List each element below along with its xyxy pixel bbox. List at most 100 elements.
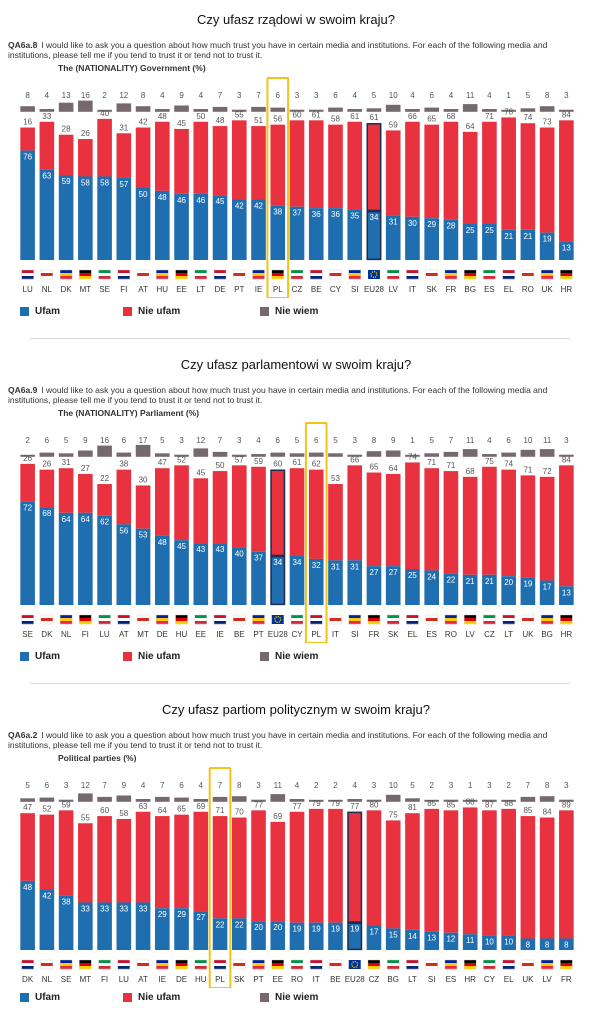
label-distrust: 60 <box>293 110 302 119</box>
label-distrust: 48 <box>216 116 225 125</box>
label-distrust: 16 <box>23 118 32 127</box>
flag-icon-bg <box>540 614 554 625</box>
flag-icon-si <box>348 269 361 280</box>
label-trust: 19 <box>293 925 302 934</box>
tick-label: EE <box>272 975 283 984</box>
flag-icon-at <box>136 959 150 970</box>
bar-dontknow <box>58 799 74 802</box>
bar-trust <box>154 535 170 605</box>
bar-dontknow <box>405 109 420 112</box>
label-trust: 58 <box>100 178 109 187</box>
bar-group-lu: 8 16 76 LU <box>20 91 35 294</box>
label-dontknow: 10 <box>523 436 532 445</box>
bar-trust <box>405 929 420 950</box>
tick-label: LV <box>543 975 553 984</box>
bar-dontknow <box>328 453 343 457</box>
tick-label: PT <box>253 630 263 639</box>
bar-trust <box>424 218 440 260</box>
legend-distrust: Nie ufam <box>138 651 181 662</box>
bar-group-hu: 4 48 48 HU <box>154 91 170 294</box>
flag-icon-lu <box>117 959 131 970</box>
label-trust: 68 <box>42 509 51 518</box>
flag-icon-si <box>348 614 361 625</box>
bar-distrust <box>97 816 112 903</box>
bar-dontknow <box>135 106 151 112</box>
flag-icon-ro <box>444 614 458 625</box>
bar-trust <box>231 199 247 260</box>
label-trust: 19 <box>312 925 321 934</box>
tick-label: ES <box>484 285 495 294</box>
label-distrust: 84 <box>562 110 571 119</box>
tick-label: EE <box>195 630 206 639</box>
flag-icon-cz <box>290 269 304 280</box>
tick-label: UK <box>522 975 534 984</box>
label-distrust: 31 <box>62 458 71 467</box>
flag-icon-se <box>21 614 34 625</box>
label-distrust: 68 <box>466 467 475 476</box>
label-trust: 72 <box>23 503 32 512</box>
bar-group-hr: 1 88 11 HR <box>462 781 478 984</box>
bar-distrust <box>193 478 209 544</box>
label-distrust: 87 <box>485 800 494 809</box>
label-dontknow: 9 <box>179 91 184 100</box>
bar-dontknow <box>308 799 324 802</box>
flag-icon-nl <box>40 959 54 970</box>
bar-group-lt: 6 74 20 LT <box>501 436 516 639</box>
label-dontknow: 11 <box>466 436 475 445</box>
bar-dontknow <box>193 109 209 112</box>
flag-icon-ro <box>521 269 535 280</box>
label-trust: 19 <box>331 925 340 934</box>
label-trust: 29 <box>427 220 436 229</box>
bar-group-si: 2 85 13 SI <box>424 781 440 984</box>
bar-group-el: 1 74 25 EL <box>405 436 420 639</box>
label-dontknow: 3 <box>564 91 569 100</box>
bar-group-se: 3 59 38 SE <box>58 781 74 984</box>
label-dontknow: 3 <box>564 781 569 790</box>
flag-icon-ee <box>175 269 188 280</box>
bar-distrust <box>520 475 536 578</box>
label-distrust: 59 <box>254 457 263 466</box>
label-distrust: 53 <box>331 474 340 483</box>
bar-distrust <box>20 813 35 881</box>
bar-group-nl: 5 31 64 NL <box>58 436 74 639</box>
label-distrust: 59 <box>389 120 398 129</box>
label-dontknow: 9 <box>391 436 396 445</box>
bar-distrust <box>539 476 555 581</box>
bar-group-at: 6 38 56 AT <box>116 436 132 639</box>
bar-distrust <box>78 473 93 513</box>
bar-dontknow <box>212 106 228 112</box>
flag-icon-hr <box>560 269 573 280</box>
tick-label: EL <box>504 975 514 984</box>
label-trust: 31 <box>389 217 398 226</box>
bar-dontknow <box>193 448 209 457</box>
highlight-frame <box>208 767 232 988</box>
bar-distrust <box>135 811 151 903</box>
bar-trust <box>328 208 343 260</box>
label-trust: 13 <box>427 933 436 942</box>
label-trust: 34 <box>370 213 379 222</box>
bar-trust <box>251 199 266 260</box>
bar-trust <box>154 908 170 950</box>
flag-icon-mt <box>136 614 150 625</box>
bar-dontknow <box>154 453 170 457</box>
label-dontknow: 4 <box>256 436 261 445</box>
label-trust: 15 <box>389 930 398 939</box>
label-trust: 31 <box>350 562 359 571</box>
bar-distrust <box>308 469 324 559</box>
label-distrust: 55 <box>235 110 244 119</box>
flag-icon-hu <box>194 959 207 970</box>
flag-icon-ro <box>290 959 304 970</box>
bar-group-pl: 6 62 32 PL <box>304 422 328 643</box>
label-trust: 27 <box>389 568 398 577</box>
bar-distrust <box>385 130 401 216</box>
question-body: I would like to ask you a question about… <box>8 40 548 60</box>
label-trust: 36 <box>312 210 321 219</box>
label-trust: 17 <box>370 928 379 937</box>
question-id: QA6a.2 <box>8 730 38 740</box>
tick-label: DE <box>176 975 187 984</box>
bar-distrust <box>289 468 305 557</box>
bar-trust <box>116 524 132 605</box>
bar-trust <box>231 547 247 605</box>
bar-distrust <box>328 484 343 561</box>
bar-trust <box>39 507 55 605</box>
